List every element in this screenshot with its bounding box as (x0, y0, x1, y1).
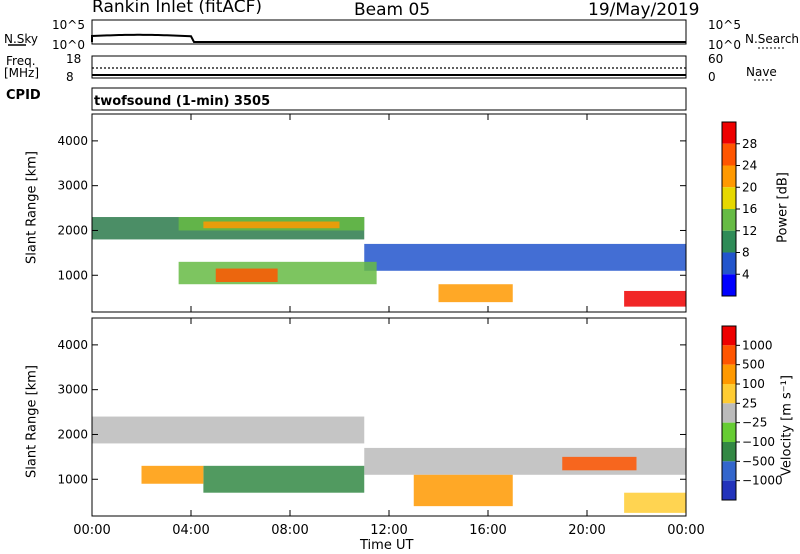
power-colorbar-tick-label-5: 24 (742, 159, 757, 173)
nsky-tick-top: 10^5 (52, 18, 85, 32)
velocity-colorbar-frame (721, 325, 737, 501)
power-colorbar-seg-5 (722, 230, 736, 253)
freq-panel (91, 55, 687, 79)
freq-tick-bottom: 8 (66, 70, 74, 84)
beam-title: Beam 05 (354, 0, 431, 20)
power-colorbar-seg-4 (722, 209, 736, 231)
velocity-colorbar-seg-1 (722, 345, 736, 365)
velocity-colorbar-seg-7 (722, 461, 736, 481)
velocity-colorbar-seg-6 (722, 442, 736, 462)
power-colorbar-seg-1 (722, 143, 736, 166)
freq-unit: [MHz] (4, 66, 40, 80)
xtick-label-2: 08:00 (271, 523, 308, 538)
velocity-colorbar-tick-label-2: 100 (742, 377, 765, 391)
nsearch-label: N.Search (745, 32, 800, 46)
xtick-label-4: 16:00 (469, 523, 506, 538)
nsearch-tick-bottom: 10^0 (708, 38, 741, 52)
velocity-colorbar-seg-0 (722, 326, 736, 346)
nsky-trace (91, 33, 686, 43)
power-ytick-label-4000: 4000 (57, 134, 88, 148)
power-region-5 (215, 268, 278, 282)
velocity-region-3 (141, 465, 204, 484)
power-colorbar-tick-label-1: 8 (742, 246, 750, 260)
power-region-2 (203, 221, 340, 229)
nsky-tick-bottom: 10^0 (52, 38, 85, 52)
nave-label: Nave (746, 65, 777, 79)
cpid-panel (91, 87, 687, 111)
power-colorbar-tick-label-2: 12 (742, 224, 757, 238)
velocity-colorbar-seg-4 (722, 403, 736, 423)
velocity-ytick-label-4000: 4000 (57, 338, 88, 352)
velocity-colorbar-tick-label-7: −1000 (742, 474, 783, 488)
power-ytick-label-1000: 1000 (57, 268, 88, 282)
power-ytick-label-3000: 3000 (57, 179, 88, 193)
xtick-label-3: 12:00 (370, 523, 407, 538)
freq-label: Freq. (6, 54, 36, 68)
power-colorbar-seg-6 (722, 252, 736, 275)
cpid-label: CPID (6, 88, 41, 103)
velocity-ytick-label-1000: 1000 (57, 472, 88, 486)
nave-tick-bottom: 0 (708, 70, 716, 84)
velocity-region-1 (364, 447, 686, 475)
power-colorbar-seg-3 (722, 187, 736, 209)
velocity-colorbar-tick-label-6: −500 (742, 454, 775, 468)
xtick-label-5: 20:00 (568, 523, 605, 538)
velocity-colorbar-tick-label-5: −100 (742, 435, 775, 449)
velocity-colorbar-seg-3 (722, 384, 736, 404)
velocity-colorbar-seg-2 (722, 364, 736, 384)
velocity-region-5 (562, 456, 637, 471)
xtick-label-1: 04:00 (172, 523, 209, 538)
velocity-colorbar-seg-8 (722, 480, 736, 500)
power-colorbar-seg-0 (722, 122, 736, 144)
nsky-panel (91, 19, 687, 45)
power-colorbar-tick-label-3: 16 (742, 202, 757, 216)
xtick-label-0: 00:00 (73, 523, 110, 538)
power-region-7 (624, 290, 686, 307)
xtick-label-6: 00:00 (667, 523, 704, 538)
station-title: Rankin Inlet (fitACF) (92, 0, 263, 17)
power-colorbar-tick-label-0: 4 (742, 267, 750, 281)
velocity-ytick-label-3000: 3000 (57, 383, 88, 397)
velocity-colorbar-tick-label-1: 500 (742, 358, 765, 372)
velocity-region-0 (92, 416, 365, 444)
nsearch-tick-top: 10^5 (708, 18, 741, 32)
freq-tick-top: 18 (66, 52, 82, 66)
power-colorbar-tick-label-4: 20 (742, 180, 757, 194)
velocity-colorbar-tick-label-3: 25 (742, 396, 757, 410)
velocity-colorbar-tick-label-0: 1000 (742, 338, 773, 352)
xaxis-label: Time UT (360, 538, 414, 553)
power-colorbar-seg-7 (722, 274, 736, 296)
velocity-region-4 (413, 474, 513, 507)
velocity-region-2 (203, 465, 365, 493)
power-colorbar-tick-label-6: 28 (742, 137, 757, 151)
velocity-region-6 (624, 492, 686, 513)
power-region-3 (364, 243, 686, 271)
date-title: 19/May/2019 (588, 0, 700, 20)
nsky-label: N.Sky (4, 32, 39, 46)
cpid-value: twofsound (1-min) 3505 (94, 94, 271, 109)
velocity-colorbar-seg-5 (722, 422, 736, 442)
velocity-ytick-label-2000: 2000 (57, 427, 88, 441)
power-colorbar-seg-2 (722, 165, 736, 188)
power-ytick-label-2000: 2000 (57, 223, 88, 237)
velocity-colorbar-tick-label-4: −25 (742, 416, 767, 430)
nave-tick-top: 60 (708, 52, 724, 66)
power-region-6 (438, 284, 513, 303)
